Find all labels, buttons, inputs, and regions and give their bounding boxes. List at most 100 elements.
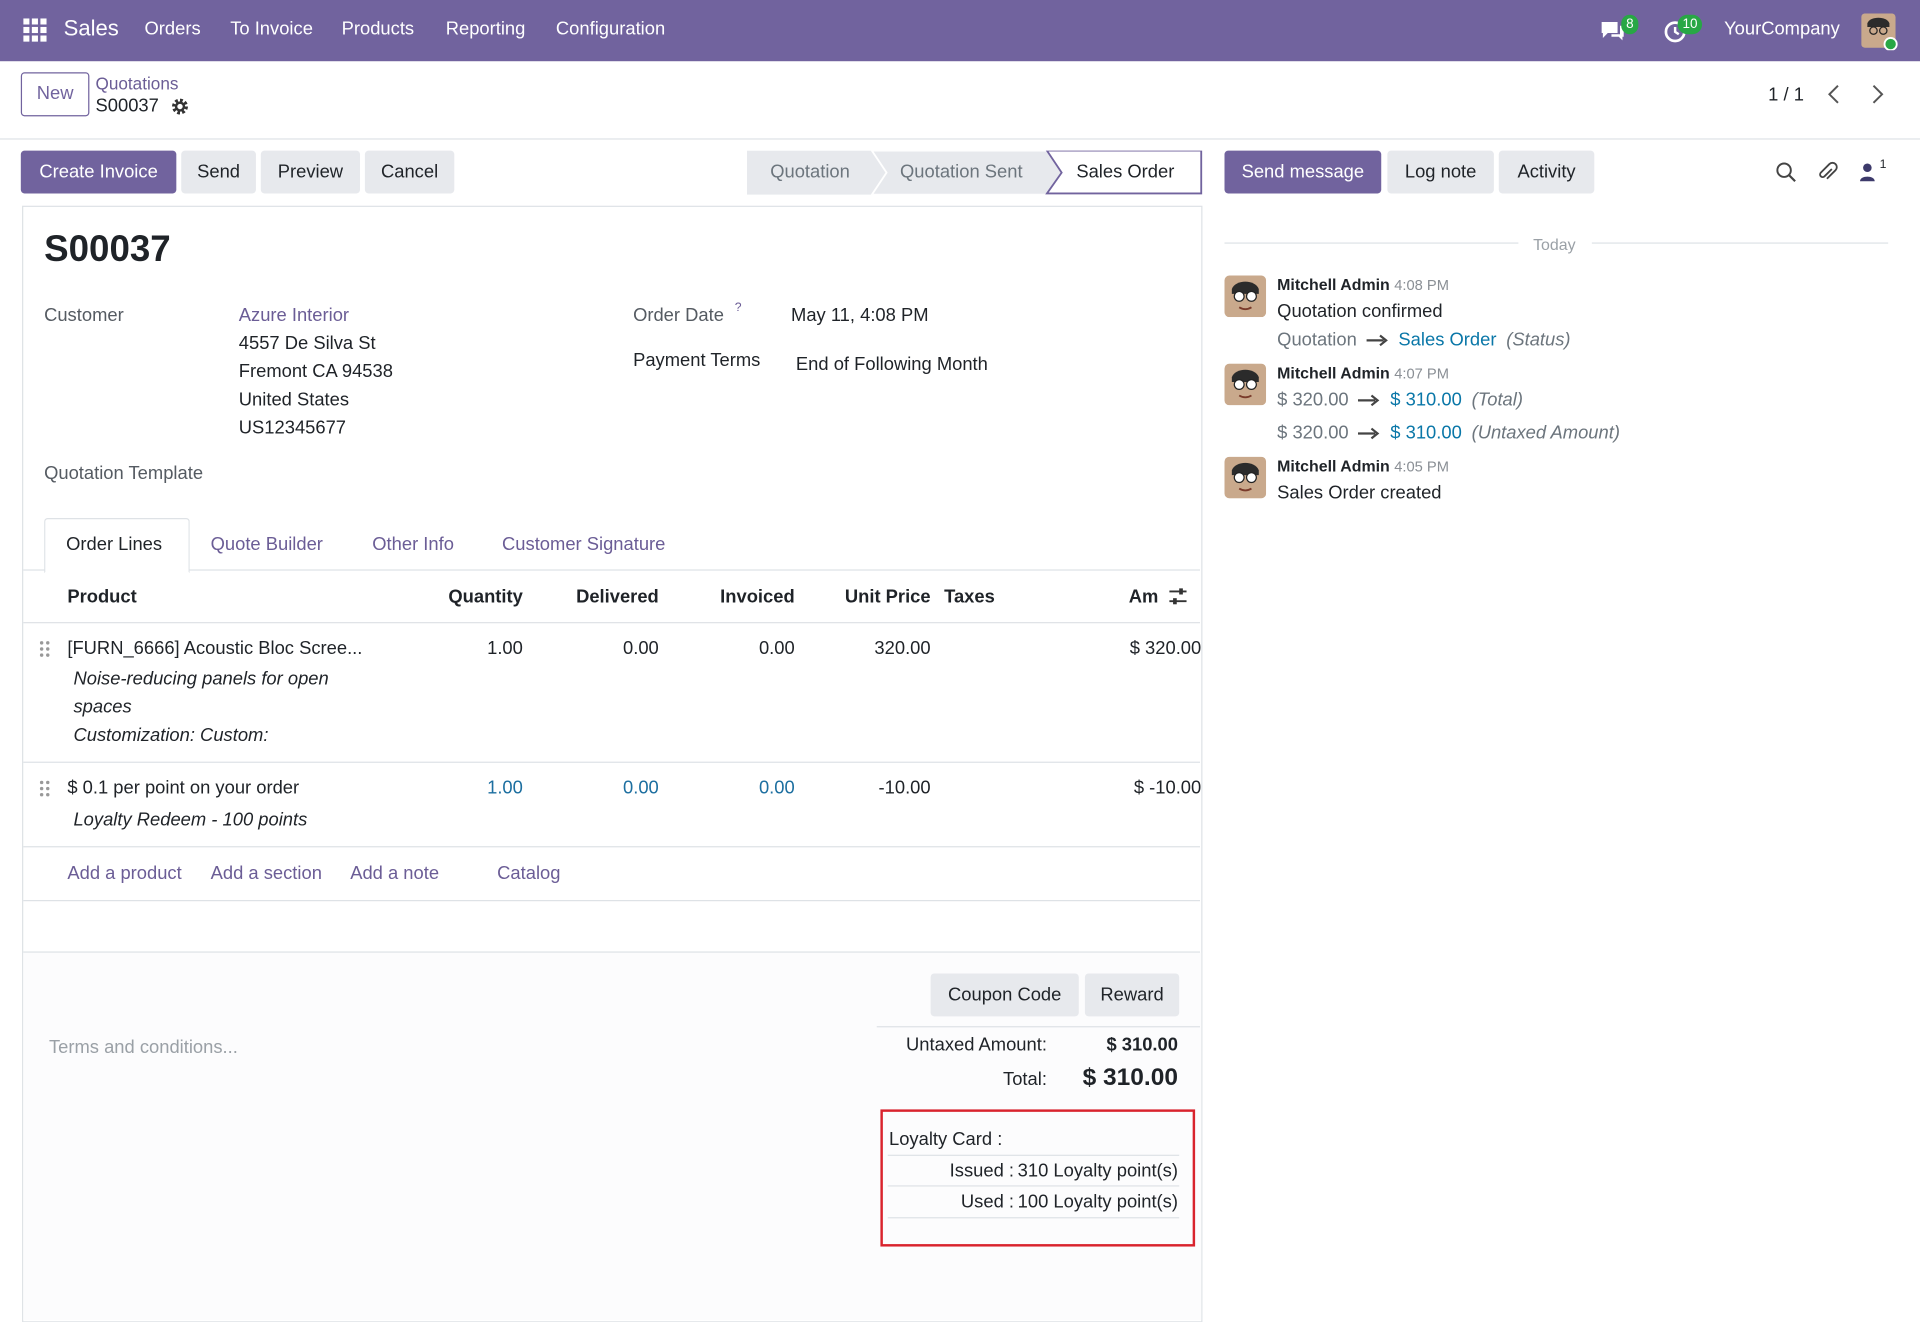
menu-item[interactable]: Products xyxy=(341,18,415,40)
quantity: 1.00 xyxy=(487,637,523,659)
menu-item[interactable]: Orders xyxy=(144,18,201,40)
address-line: United States xyxy=(238,389,350,411)
new-value: $ 310.00 xyxy=(1390,422,1462,444)
row-divider xyxy=(23,951,1201,953)
quantity: 1.00 xyxy=(487,777,523,799)
app-name[interactable]: Sales xyxy=(63,15,119,41)
company-name[interactable]: YourCompany xyxy=(1724,18,1840,40)
help-icon[interactable]: ? xyxy=(734,301,742,315)
attachment-icon[interactable] xyxy=(1816,160,1838,184)
send-message-button[interactable]: Send message xyxy=(1224,150,1382,194)
new-button[interactable]: New xyxy=(20,72,90,117)
followers-icon[interactable] xyxy=(1859,163,1876,183)
author-avatar xyxy=(1224,456,1267,499)
loyalty-label: Issued : xyxy=(949,1160,1015,1182)
author[interactable]: Mitchell Admin xyxy=(1277,275,1390,294)
cancel-button[interactable]: Cancel xyxy=(364,150,455,194)
author[interactable]: Mitchell Admin xyxy=(1277,363,1390,383)
new-value: $ 310.00 xyxy=(1390,389,1462,411)
row-divider xyxy=(23,846,1201,848)
log-note-button[interactable]: Log note xyxy=(1387,150,1494,194)
status-step[interactable]: Quotation Sent xyxy=(900,161,1023,183)
author-avatar xyxy=(1224,275,1267,318)
untaxed-amount: $ 310.00 xyxy=(1106,1034,1178,1056)
field-value: End of Following Month xyxy=(795,353,988,375)
create-invoice-button[interactable]: Create Invoice xyxy=(20,150,177,194)
author[interactable]: Mitchell Admin xyxy=(1277,456,1390,476)
column-header[interactable]: Delivered xyxy=(576,586,659,608)
messages-badge: 8 xyxy=(1621,14,1639,35)
loyalty-divider xyxy=(887,1154,1180,1156)
drag-handle[interactable] xyxy=(39,780,50,797)
loyalty-title: Loyalty Card : xyxy=(888,1128,1003,1150)
breadcrumb[interactable]: Quotations xyxy=(95,73,179,94)
loyalty-row: Issued :310 Loyalty point(s) xyxy=(950,1161,1178,1182)
field-label: Payment Terms xyxy=(633,350,761,372)
total-amount: $ 310.00 xyxy=(1082,1064,1178,1092)
search-icon[interactable] xyxy=(1776,162,1798,184)
add-link[interactable]: Add a product xyxy=(67,863,182,885)
customer-link[interactable]: Azure Interior xyxy=(238,304,350,326)
tab[interactable]: Order Lines xyxy=(66,533,163,555)
drag-handle[interactable] xyxy=(39,640,50,657)
preview-button[interactable]: Preview xyxy=(260,150,361,194)
tab[interactable]: Customer Signature xyxy=(502,533,666,555)
column-settings-icon[interactable] xyxy=(1168,587,1188,607)
coupon-code-button[interactable]: Coupon Code xyxy=(930,973,1079,1017)
menu-item[interactable]: Reporting xyxy=(445,18,526,40)
line-description: Noise-reducing panels for open xyxy=(73,668,329,690)
column-header[interactable]: Quantity xyxy=(448,586,523,608)
user-avatar[interactable] xyxy=(1861,13,1898,51)
add-link[interactable]: Add a section xyxy=(210,863,322,885)
address-line: Fremont CA 94538 xyxy=(238,361,393,383)
status-step[interactable]: Quotation xyxy=(770,161,850,183)
apps-icon[interactable] xyxy=(23,18,47,42)
timestamp: 4:08 PM xyxy=(1394,276,1449,294)
loyalty-value: 310 Loyalty point(s) xyxy=(1017,1160,1178,1182)
delivered: 0.00 xyxy=(623,637,659,659)
column-header[interactable]: Am xyxy=(1128,586,1159,608)
tracking-line: $ 320.00 $ 310.00 (Untaxed Amount) xyxy=(1277,422,1620,443)
product-name[interactable]: [FURN_6666] Acoustic Bloc Scree... xyxy=(67,637,363,659)
unit-price: 320.00 xyxy=(874,637,931,659)
field-label: Quotation Template xyxy=(44,462,204,484)
menu-item[interactable]: Configuration xyxy=(555,18,666,40)
new-value: Sales Order xyxy=(1398,329,1497,351)
send-button[interactable]: Send xyxy=(181,150,256,194)
followers-count: 1 xyxy=(1879,157,1887,172)
menu-item[interactable]: To Invoice xyxy=(230,18,313,40)
timestamp: 4:05 PM xyxy=(1394,457,1449,476)
divider xyxy=(0,138,1920,140)
tab[interactable]: Other Info xyxy=(372,533,454,555)
status-step-active[interactable]: Sales Order xyxy=(1076,161,1175,183)
record-name: S00037 xyxy=(95,95,159,117)
column-header[interactable]: Invoiced xyxy=(720,586,795,608)
activity-button[interactable]: Activity xyxy=(1498,150,1595,194)
messages-icon[interactable] xyxy=(1599,18,1626,42)
active-tab xyxy=(44,517,190,574)
arrow-icon xyxy=(1358,394,1380,406)
loyalty-label: Used : xyxy=(960,1191,1015,1213)
add-link[interactable]: Add a note xyxy=(350,863,440,885)
delivered: 0.00 xyxy=(623,777,659,799)
tab[interactable]: Quote Builder xyxy=(210,533,323,555)
loyalty-value: 100 Loyalty point(s) xyxy=(1017,1191,1178,1213)
column-header[interactable]: Unit Price xyxy=(844,586,931,608)
terms-input[interactable]: Terms and conditions... xyxy=(48,1037,238,1058)
loyalty-divider xyxy=(887,1185,1180,1187)
gear-icon[interactable] xyxy=(171,98,188,115)
pager-prev[interactable] xyxy=(1825,83,1845,105)
field-label: Order Date xyxy=(633,304,724,326)
product-name[interactable]: $ 0.1 per point on your order xyxy=(67,777,300,799)
statusbar xyxy=(746,150,1203,195)
column-header[interactable]: Product xyxy=(67,586,137,608)
unit-price: -10.00 xyxy=(878,777,931,799)
author-avatar xyxy=(1224,363,1267,406)
column-header[interactable]: Taxes xyxy=(944,586,995,608)
reward-button[interactable]: Reward xyxy=(1084,973,1180,1017)
add-link[interactable]: Catalog xyxy=(497,863,561,885)
pager-next[interactable] xyxy=(1867,83,1887,105)
